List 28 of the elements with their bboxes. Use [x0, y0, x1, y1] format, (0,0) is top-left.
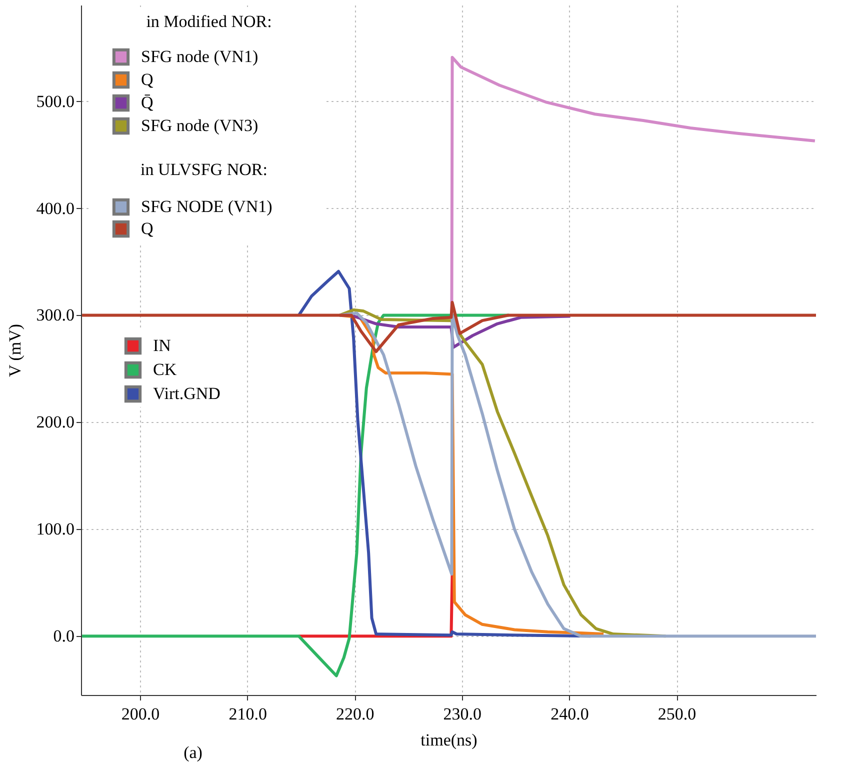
- legend-label: SFG node (VN1): [141, 47, 258, 66]
- line-series: [81, 314, 511, 678]
- x-tick-label: 200.0: [121, 704, 160, 724]
- y-tick-label: 300.0: [36, 306, 74, 325]
- x-tick-label: 250.0: [658, 704, 696, 724]
- x-tick-label: 210.0: [228, 704, 267, 724]
- annotation: in Modified NOR:: [146, 12, 272, 31]
- line-series: [81, 300, 816, 354]
- legend-label: Q̄: [141, 93, 154, 112]
- y-tick-label: 0.0: [53, 626, 74, 646]
- legend-label: Virt.GND: [153, 384, 220, 403]
- y-tick-label: 500.0: [36, 92, 74, 111]
- legend-label: SFG NODE (VN1): [141, 197, 272, 216]
- x-tick-label: 230.0: [443, 704, 482, 724]
- x-tick-label: 240.0: [550, 704, 589, 724]
- y-axis-title: V (mV): [5, 324, 24, 378]
- y-tick-label: 100.0: [36, 520, 74, 539]
- y-tick-label: 200.0: [36, 412, 74, 432]
- legend-label: SFG node (VN3): [141, 116, 258, 135]
- text: (a): [184, 743, 202, 762]
- annotation: in ULVSFG NOR:: [140, 160, 268, 179]
- x-tick-label: 220.0: [336, 704, 374, 724]
- x-axis-title: time(ns): [420, 730, 478, 750]
- legend-label: Q: [141, 70, 154, 89]
- legend-label: IN: [153, 336, 171, 355]
- legend-label: CK: [153, 360, 178, 379]
- y-tick-label: 400.0: [36, 198, 74, 218]
- legend-label: Q: [141, 219, 154, 238]
